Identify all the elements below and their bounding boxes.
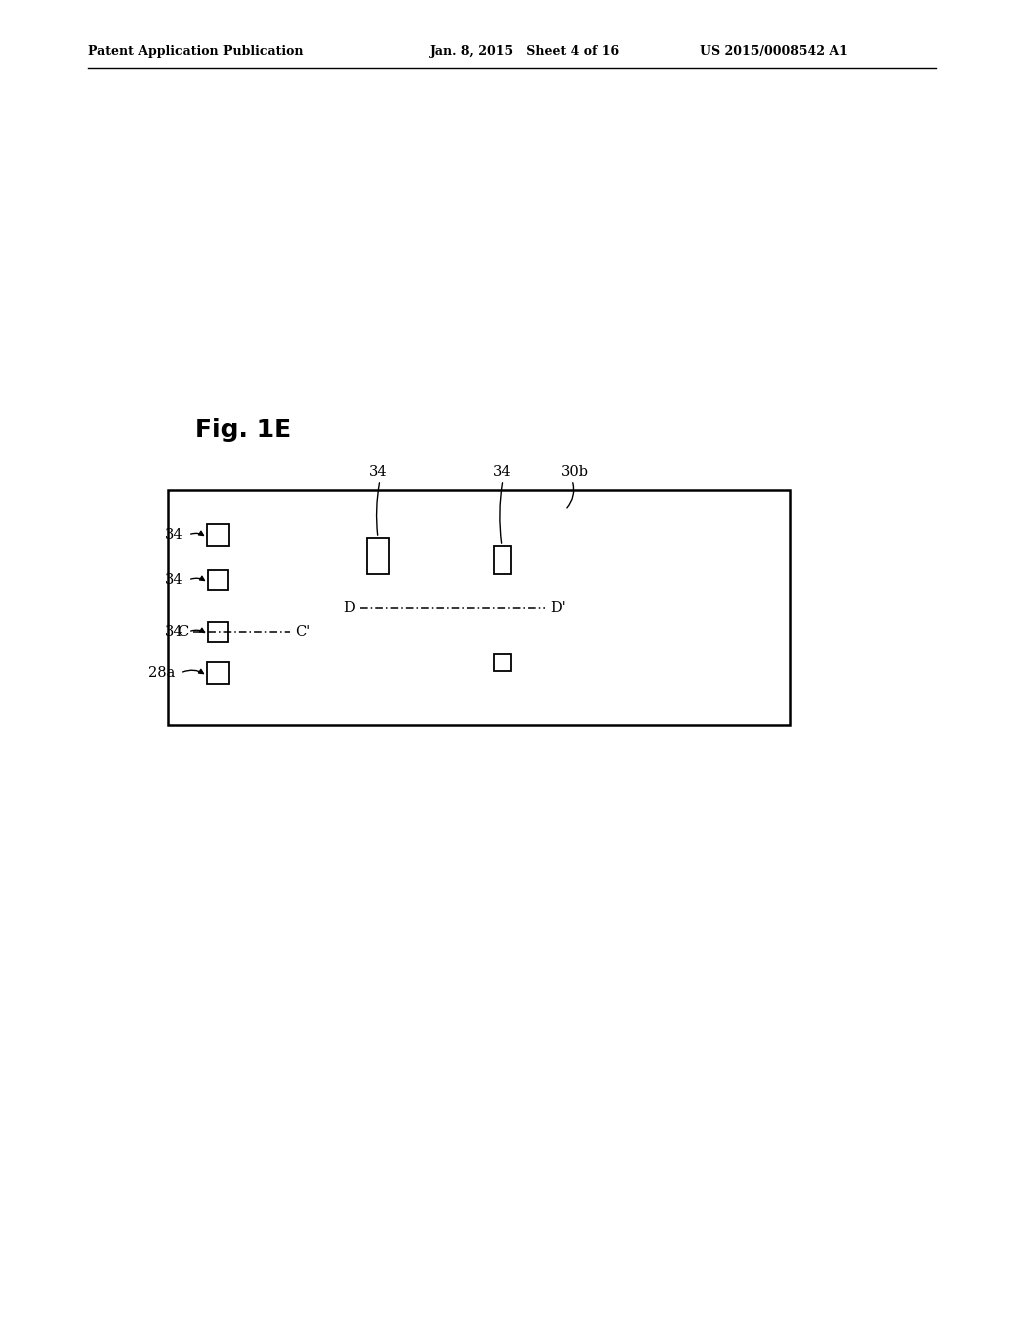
Text: 34: 34 xyxy=(493,465,511,479)
Bar xyxy=(208,622,228,642)
FancyArrowPatch shape xyxy=(500,483,503,544)
Bar xyxy=(367,539,389,574)
Text: 28a: 28a xyxy=(147,667,175,680)
FancyArrowPatch shape xyxy=(190,628,205,632)
FancyArrowPatch shape xyxy=(567,483,573,508)
Bar xyxy=(494,546,511,574)
Text: C: C xyxy=(177,624,188,639)
Text: 30b: 30b xyxy=(561,465,589,479)
FancyArrowPatch shape xyxy=(182,669,204,673)
Text: 34: 34 xyxy=(369,465,387,479)
Text: US 2015/0008542 A1: US 2015/0008542 A1 xyxy=(700,45,848,58)
Text: D: D xyxy=(343,601,355,615)
Text: C': C' xyxy=(295,624,310,639)
FancyArrowPatch shape xyxy=(190,577,205,581)
FancyArrowPatch shape xyxy=(190,531,204,536)
Text: Jan. 8, 2015   Sheet 4 of 16: Jan. 8, 2015 Sheet 4 of 16 xyxy=(430,45,621,58)
Text: Fig. 1E: Fig. 1E xyxy=(195,418,291,442)
Text: 34: 34 xyxy=(165,528,183,543)
Text: D': D' xyxy=(550,601,565,615)
Text: Patent Application Publication: Patent Application Publication xyxy=(88,45,303,58)
Bar xyxy=(168,490,790,725)
Text: 34: 34 xyxy=(165,573,183,587)
Bar xyxy=(208,570,228,590)
Bar xyxy=(207,524,229,546)
Bar xyxy=(494,653,511,671)
FancyArrowPatch shape xyxy=(377,483,380,535)
Text: 34: 34 xyxy=(165,624,183,639)
Bar xyxy=(207,663,229,684)
